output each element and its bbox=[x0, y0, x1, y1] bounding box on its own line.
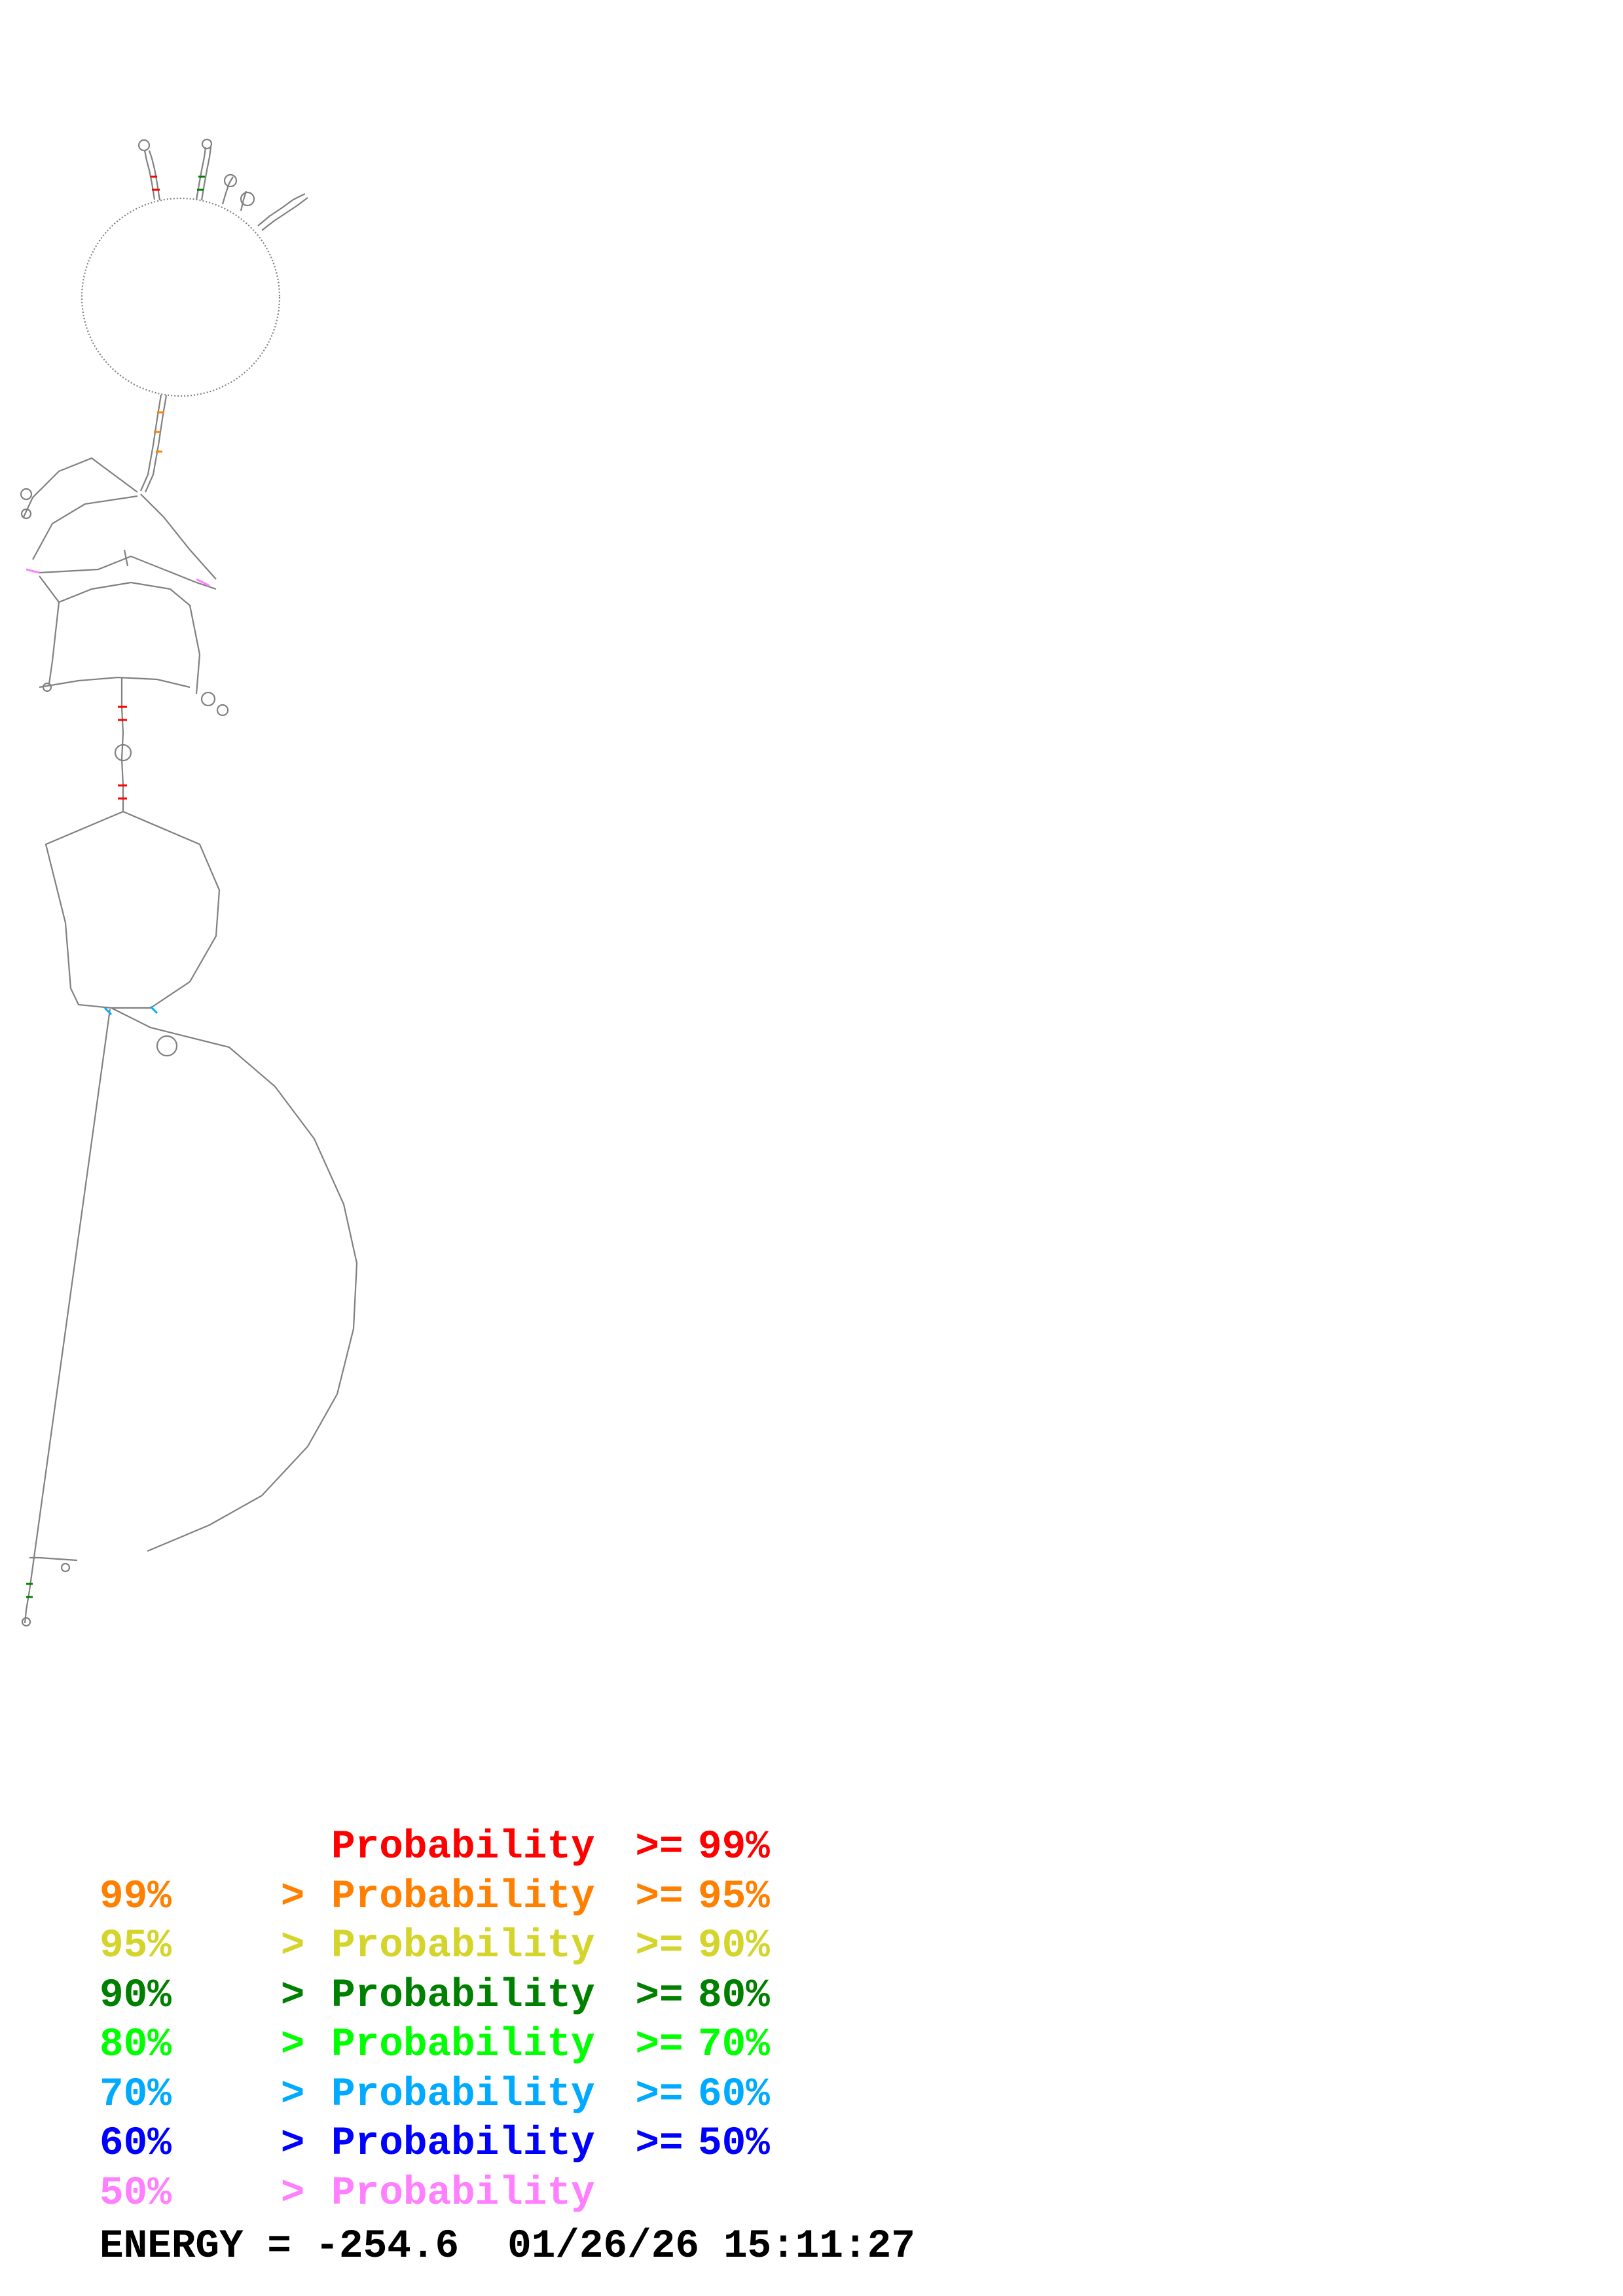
long-strand bbox=[28, 1009, 111, 1591]
hairpin-2-loop bbox=[201, 138, 213, 150]
legend-suffix: 99% bbox=[698, 1825, 770, 1870]
legend-row: 95% > Probability >= 90% bbox=[100, 1922, 852, 1971]
time-stamp: 15:11:27 bbox=[723, 2224, 915, 2269]
legend-prefix: 80% bbox=[100, 2022, 172, 2068]
legend-suffix: 90% bbox=[698, 1924, 770, 1969]
pair-mark bbox=[26, 568, 210, 587]
legend-word: Probability bbox=[331, 1874, 595, 1920]
legend-suffix: 70% bbox=[698, 2022, 770, 2068]
legend-ge: >= bbox=[635, 1874, 684, 1920]
legend-gt: > bbox=[280, 2022, 305, 2068]
legend-gt: > bbox=[280, 1874, 305, 1920]
legend-row: 50% > Probability bbox=[100, 2169, 852, 2219]
legend-row: 80% > Probability >= 70% bbox=[100, 2020, 852, 2070]
side-branch-1 bbox=[140, 493, 217, 580]
legend-ge: >= bbox=[635, 2022, 684, 2068]
legend-row: 99% > Probability >= 95% bbox=[100, 1873, 852, 1922]
legend-ge: >= bbox=[635, 2121, 684, 2166]
legend-word: Probability bbox=[331, 2022, 595, 2068]
pair-mark bbox=[154, 411, 164, 453]
legend-row: 90% > Probability >= 80% bbox=[100, 1971, 852, 2021]
middle-multiloop bbox=[45, 810, 221, 1009]
base-pairs bbox=[26, 175, 210, 1598]
rna-secondary-structure bbox=[20, 138, 358, 1627]
legend-word: Probability bbox=[331, 2170, 595, 2216]
small-loop-d bbox=[216, 704, 229, 717]
backbone bbox=[20, 138, 358, 1627]
small-loop-b bbox=[156, 1035, 178, 1057]
arc-loop-2b bbox=[123, 549, 129, 567]
energy-value: ENERGY = -254.6 bbox=[100, 2224, 460, 2269]
legend-word: Probability bbox=[331, 1973, 595, 2018]
probability-legend: Probability >= 99% 99% > Probability >= 95% 95% >… bbox=[100, 1823, 852, 2218]
legend-ge: >= bbox=[635, 1973, 684, 2018]
legend-gt: > bbox=[280, 1924, 305, 1969]
legend-word: Probability bbox=[331, 1825, 595, 1870]
hairpin-1-loop bbox=[137, 139, 151, 152]
bottom-tail bbox=[29, 1556, 78, 1562]
legend-ge: >= bbox=[635, 1924, 684, 1969]
central-stem bbox=[139, 394, 162, 492]
stem-2 bbox=[120, 677, 124, 812]
hairpin-5b bbox=[261, 197, 308, 231]
legend-suffix: 95% bbox=[698, 1874, 770, 1920]
interior-loop bbox=[114, 744, 132, 762]
legend-row: 60% > Probability >= 50% bbox=[100, 2119, 852, 2169]
hairpin-4-loop bbox=[240, 191, 255, 207]
hairpin-3 bbox=[221, 176, 234, 205]
legend-suffix: 60% bbox=[698, 2072, 770, 2117]
hairpin-1 bbox=[143, 150, 156, 200]
date-stamp: 01/26/26 bbox=[507, 2224, 699, 2269]
legend-word: Probability bbox=[331, 1924, 595, 1969]
legend-row: Probability >= 99% bbox=[100, 1823, 852, 1873]
legend-prefix: 99% bbox=[100, 1874, 172, 1920]
legend-suffix: 50% bbox=[698, 2121, 770, 2166]
small-loop-g bbox=[42, 682, 52, 692]
arc-loop-3 bbox=[39, 575, 201, 694]
hairpin-2b bbox=[200, 147, 212, 201]
lower-bar bbox=[39, 676, 191, 689]
pair-mark bbox=[103, 1005, 158, 1016]
energy-line: ENERGY = -254.6 01/26/26 15:11:27 bbox=[100, 2224, 915, 2269]
legend-prefix: 90% bbox=[100, 1973, 172, 2018]
pair-mark bbox=[26, 1583, 33, 1598]
pair-mark bbox=[151, 175, 160, 191]
legend-suffix: 80% bbox=[698, 1973, 770, 2018]
bottom-loop bbox=[21, 1617, 31, 1627]
pair-mark bbox=[118, 706, 127, 800]
legend-prefix: 60% bbox=[100, 2121, 172, 2166]
small-loop-f bbox=[20, 508, 32, 520]
legend-word: Probability bbox=[331, 2072, 595, 2117]
arc-loop-1 bbox=[23, 457, 138, 518]
legend-gt: > bbox=[280, 2121, 305, 2166]
legend-gt: > bbox=[280, 2170, 305, 2216]
legend-prefix: 95% bbox=[100, 1924, 172, 1969]
legend-gt: > bbox=[280, 2072, 305, 2117]
arc-loop-3b bbox=[48, 601, 60, 685]
arc-loop-2 bbox=[39, 555, 217, 590]
hairpin-4 bbox=[240, 190, 247, 211]
small-loop-c bbox=[200, 691, 216, 707]
small-loop-a bbox=[60, 1562, 71, 1573]
pair-mark bbox=[197, 175, 205, 191]
legend-ge: >= bbox=[635, 1825, 684, 1870]
hairpin-3-loop bbox=[223, 173, 238, 188]
hairpin-5 bbox=[257, 193, 306, 226]
arc-loop-1-inner bbox=[32, 495, 138, 560]
lower-arc bbox=[111, 1007, 358, 1552]
legend-row: 70% > Probability >= 60% bbox=[100, 2070, 852, 2120]
central-stem-b bbox=[144, 395, 168, 493]
small-loop-e bbox=[20, 488, 33, 501]
hairpin-2 bbox=[195, 147, 207, 200]
legend-word: Probability bbox=[331, 2121, 595, 2166]
legend-prefix: 50% bbox=[100, 2170, 172, 2216]
legend-gt: > bbox=[280, 1973, 305, 2018]
legend-ge: >= bbox=[635, 2072, 684, 2117]
legend-prefix: 70% bbox=[100, 2072, 172, 2117]
top-multiloop bbox=[81, 197, 281, 397]
